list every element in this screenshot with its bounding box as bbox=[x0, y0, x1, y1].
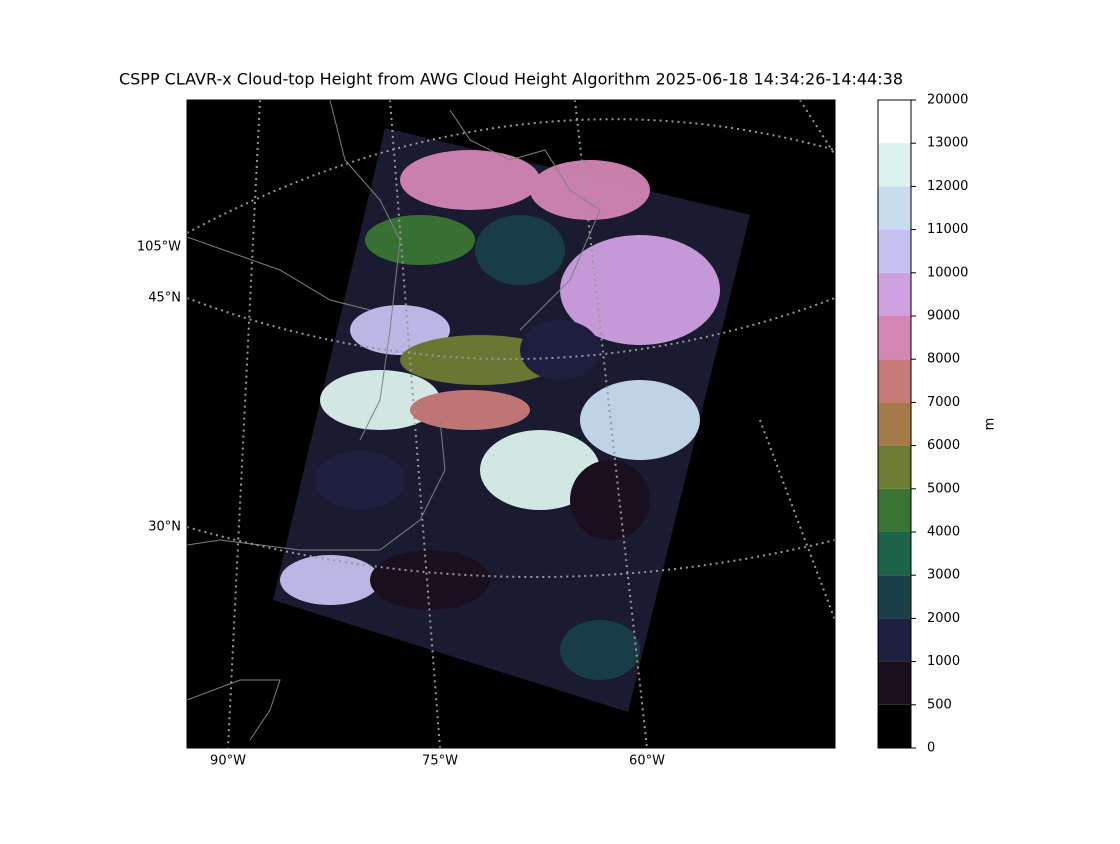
colorbar-tick-label: 0 bbox=[927, 741, 935, 756]
colorbar-tick-label: 10000 bbox=[927, 265, 968, 280]
colorbar-segment bbox=[878, 575, 911, 619]
colorbar-tick-label: 20000 bbox=[927, 93, 968, 108]
colorbar-tick-label: 500 bbox=[927, 697, 952, 712]
lon-label: 75°W bbox=[422, 754, 458, 769]
title: CSPP CLAVR-x Cloud-top Height from AWG C… bbox=[119, 70, 903, 89]
colorbar-segment bbox=[878, 359, 911, 403]
colorbar-segment bbox=[878, 704, 911, 748]
colorbar-label: m bbox=[983, 418, 998, 431]
colorbar-tick-label: 1000 bbox=[927, 654, 960, 669]
map bbox=[187, 100, 835, 748]
colorbar-tick-label: 6000 bbox=[927, 438, 960, 453]
colorbar-tick-label: 11000 bbox=[927, 222, 968, 237]
colorbar-segment bbox=[878, 402, 911, 446]
map-labels: 105°W 45°N 30°N 90°W 75°W 60°W bbox=[137, 240, 665, 769]
colorbar-segment bbox=[878, 143, 911, 187]
colorbar-segment bbox=[878, 532, 911, 576]
colorbar-tick-label: 8000 bbox=[927, 352, 960, 367]
cloud-field bbox=[280, 150, 720, 680]
colorbar-tick-label: 3000 bbox=[927, 568, 960, 583]
colorbar-segment bbox=[878, 100, 911, 144]
graticule bbox=[187, 100, 835, 748]
map-frame bbox=[186, 99, 836, 749]
lon-label: 90°W bbox=[210, 754, 246, 769]
lat-label: 45°N bbox=[148, 291, 181, 306]
lon-label: 60°W bbox=[629, 754, 665, 769]
colorbar-tick-label: 12000 bbox=[927, 179, 968, 194]
colorbar-segment bbox=[878, 316, 911, 360]
colorbar-segment bbox=[878, 229, 911, 273]
colorbar-segment bbox=[878, 186, 911, 230]
colorbar-frame bbox=[877, 99, 912, 749]
colorbar-tick-label: 9000 bbox=[927, 309, 960, 324]
colorbar-segment bbox=[878, 272, 911, 316]
colorbar-tick-label: 4000 bbox=[927, 525, 960, 540]
colorbar-tick-label: 7000 bbox=[927, 395, 960, 410]
lon-label: 105°W bbox=[137, 240, 181, 255]
lat-label: 30°N bbox=[148, 520, 181, 535]
colorbar-segment bbox=[878, 445, 911, 489]
colorbar-tick-label: 5000 bbox=[927, 481, 960, 496]
colorbar-tick-label: 2000 bbox=[927, 611, 960, 626]
colorbar: 0 500 1000 2000 3000 4000 5000 6000 7000 8000 9000… bbox=[877, 93, 968, 756]
coastlines bbox=[187, 100, 601, 741]
colorbar-segment bbox=[878, 618, 911, 662]
colorbar-tick-label: 13000 bbox=[927, 136, 968, 151]
colorbar-segment bbox=[878, 661, 911, 705]
colorbar-segment bbox=[878, 488, 911, 532]
